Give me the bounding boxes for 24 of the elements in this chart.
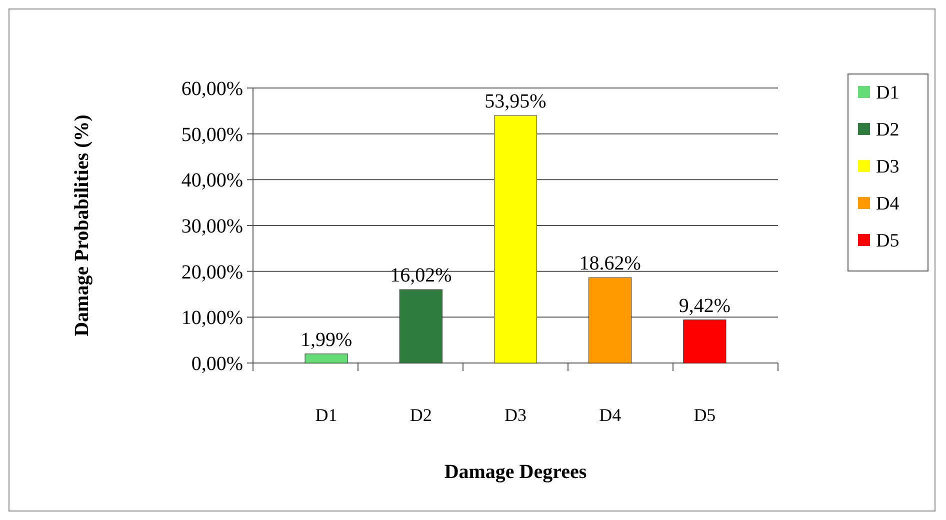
legend-label: D5: [876, 230, 900, 252]
x-axis-title: Damage Degrees: [444, 461, 587, 483]
y-tick-label: 40,00%: [181, 170, 243, 192]
legend-label: D1: [876, 82, 900, 104]
y-tick-label: 50,00%: [181, 124, 243, 146]
data-label: 53,95%: [484, 90, 546, 113]
legend-label: D2: [876, 120, 900, 141]
y-tick-label: 0,00%: [191, 353, 243, 375]
x-tick-label: D1: [315, 405, 338, 425]
x-tick-label: D2: [410, 405, 432, 425]
y-axis-title: Damage Probabilities (%): [71, 114, 93, 336]
x-tick-label: D3: [504, 405, 526, 425]
y-tick-label: 30,00%: [181, 216, 243, 238]
legend-label: D4: [876, 194, 900, 215]
data-label: 16,02%: [390, 264, 452, 287]
data-label: 1,99%: [300, 328, 352, 351]
legend-label: D3: [876, 156, 900, 178]
data-label: 9,42%: [678, 294, 731, 317]
x-tick-label: D4: [599, 405, 622, 425]
y-tick-label: 10,00%: [181, 307, 243, 330]
x-tick-label: D5: [694, 405, 716, 425]
data-label: 18.62%: [579, 252, 641, 275]
y-tick-label: 20,00%: [181, 261, 243, 284]
y-tick-label: 60,00%: [181, 78, 243, 100]
